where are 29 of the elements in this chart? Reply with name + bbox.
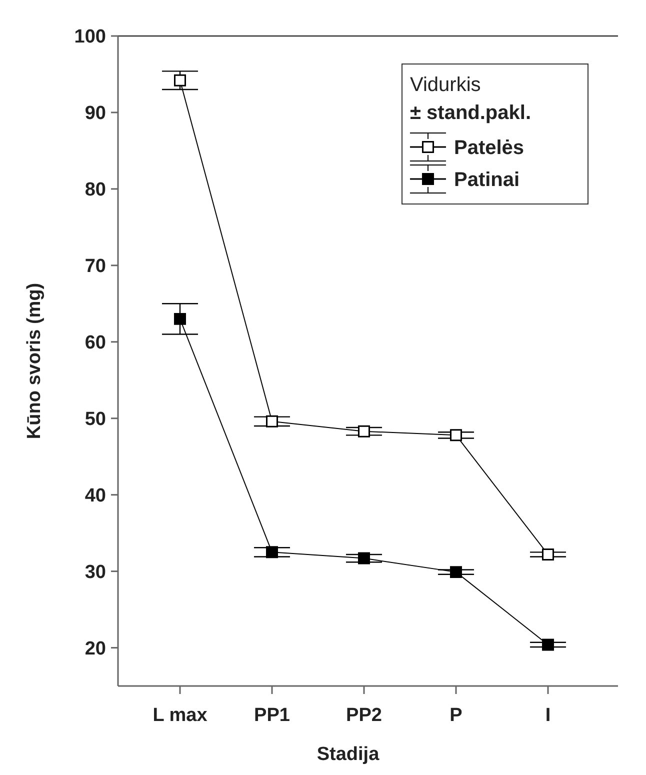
legend-label: Patelės <box>454 137 524 159</box>
point <box>266 415 278 428</box>
point <box>174 74 186 86</box>
y-tick-label: 90 <box>84 103 106 124</box>
y-tick-label: 80 <box>84 180 106 201</box>
y-tick-label: 50 <box>84 409 106 430</box>
y-tick-label: 100 <box>74 26 106 48</box>
x-axis-title: Stadija <box>316 744 380 765</box>
x-tick-label: P <box>450 705 463 726</box>
point <box>542 638 554 651</box>
point <box>358 552 370 564</box>
point <box>174 312 186 325</box>
y-tick-label: 60 <box>84 332 106 354</box>
y-tick-label: 20 <box>84 638 106 660</box>
point <box>450 429 462 442</box>
y-axis-title: Kūno svoris (mg) <box>24 282 45 440</box>
legend-title: Vidurkis ± stand.pakl. <box>410 74 532 124</box>
y-tick-label: 30 <box>84 562 106 583</box>
point <box>358 425 370 438</box>
point <box>542 548 554 560</box>
point <box>266 546 278 558</box>
x-tick-label: I <box>545 705 551 726</box>
legend-label: Patinai <box>454 169 520 191</box>
y-tick-label: 40 <box>84 485 106 506</box>
x-tick-label: PP2 <box>346 705 382 726</box>
x-tick-label: PP1 <box>254 705 290 726</box>
y-tick-label: 70 <box>84 256 106 278</box>
point <box>450 566 462 578</box>
x-tick-label: L max <box>152 705 208 726</box>
